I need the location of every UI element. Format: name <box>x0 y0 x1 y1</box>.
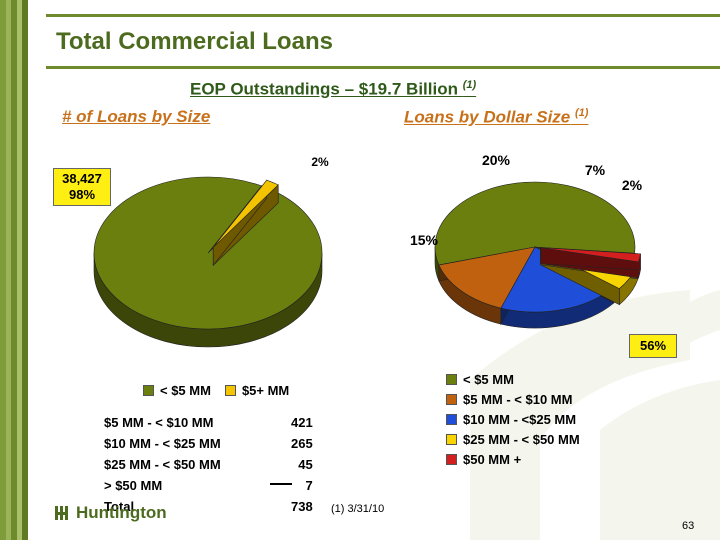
table-row: $25 MM - < $50 MM 45 <box>104 454 313 475</box>
page-number: 63 <box>682 520 695 532</box>
table-row: $10 MM - < $25 MM 265 <box>104 433 313 454</box>
row-value: 421 <box>290 415 313 430</box>
table-row: $5 MM - < $10 MM 421 <box>104 412 313 433</box>
decorative-stripes <box>0 0 28 540</box>
slice-percent-label: 2% <box>311 155 329 169</box>
legend-swatch <box>446 433 457 445</box>
legend-swatch <box>446 373 457 385</box>
legend-swatch <box>446 413 457 425</box>
logo-text: Huntington <box>76 503 167 522</box>
legend-swatch <box>143 384 154 396</box>
slice-percent-label: 2% <box>622 177 643 193</box>
page-title: Total Commercial Loans <box>56 28 333 55</box>
legend-item: $10 MM - <$25 MM <box>446 409 580 429</box>
top-rule <box>46 14 720 17</box>
legend-swatch <box>446 453 457 465</box>
company-logo: Huntington <box>54 503 167 523</box>
loan-count-pie <box>93 176 323 348</box>
legend-swatch <box>446 393 457 405</box>
slice-50mm-plus <box>540 247 641 279</box>
chart-subtitle: EOP Outstandings – $19.7 Billion (1) <box>190 79 477 99</box>
left-chart-title: # of Loans by Size <box>62 107 211 126</box>
row-label: $5 MM - < $10 MM <box>104 415 214 430</box>
logo-mark-icon <box>55 506 68 520</box>
slice-percent-label: 7% <box>585 162 606 178</box>
row-label: > $50 MM <box>104 478 163 493</box>
size-breakdown-table: $5 MM - < $10 MM 421 $10 MM - < $25 MM 265… <box>104 412 313 517</box>
legend-item: < $5 MM <box>143 380 211 400</box>
table-row: Total 738 <box>104 496 313 517</box>
row-value: 7 <box>305 478 313 493</box>
legend-item: $5 MM - < $10 MM <box>446 389 580 409</box>
row-label: $25 MM - < $50 MM <box>104 457 221 472</box>
left-legend: < $5 MM $5+ MM <box>143 380 289 400</box>
row-label: $10 MM - < $25 MM <box>104 436 221 451</box>
legend-item: $50 MM + <box>446 449 580 469</box>
legend-swatch <box>224 384 236 396</box>
dollar-size-pie <box>434 181 641 329</box>
legend-item: $25 MM - < $50 MM <box>446 429 580 449</box>
slice-percent-label: 20% <box>482 152 511 168</box>
footnote: (1) 3/31/10 <box>331 503 385 515</box>
title-rule <box>46 66 720 69</box>
table-row: > $50 MM 7 <box>104 475 313 496</box>
large-slice-callout: 38,427 98% <box>53 168 111 206</box>
row-value: 738 <box>290 499 313 514</box>
row-value: 45 <box>298 457 313 472</box>
total-rule <box>270 483 292 485</box>
legend-item: $5+ MM <box>224 380 289 400</box>
row-label: Total <box>104 499 135 514</box>
largest-share-callout: 56% <box>629 334 677 358</box>
slice-5mm-plus <box>212 179 279 267</box>
legend-item: < $5 MM <box>446 369 580 389</box>
slice-under-5mm <box>93 176 323 348</box>
right-chart-title: Loans by Dollar Size (1) <box>404 107 589 127</box>
slice-percent-label: 15% <box>410 232 439 248</box>
right-legend: < $5 MM $5 MM - < $10 MM $10 MM - <$25 M… <box>446 369 580 469</box>
row-value: 265 <box>290 436 313 451</box>
